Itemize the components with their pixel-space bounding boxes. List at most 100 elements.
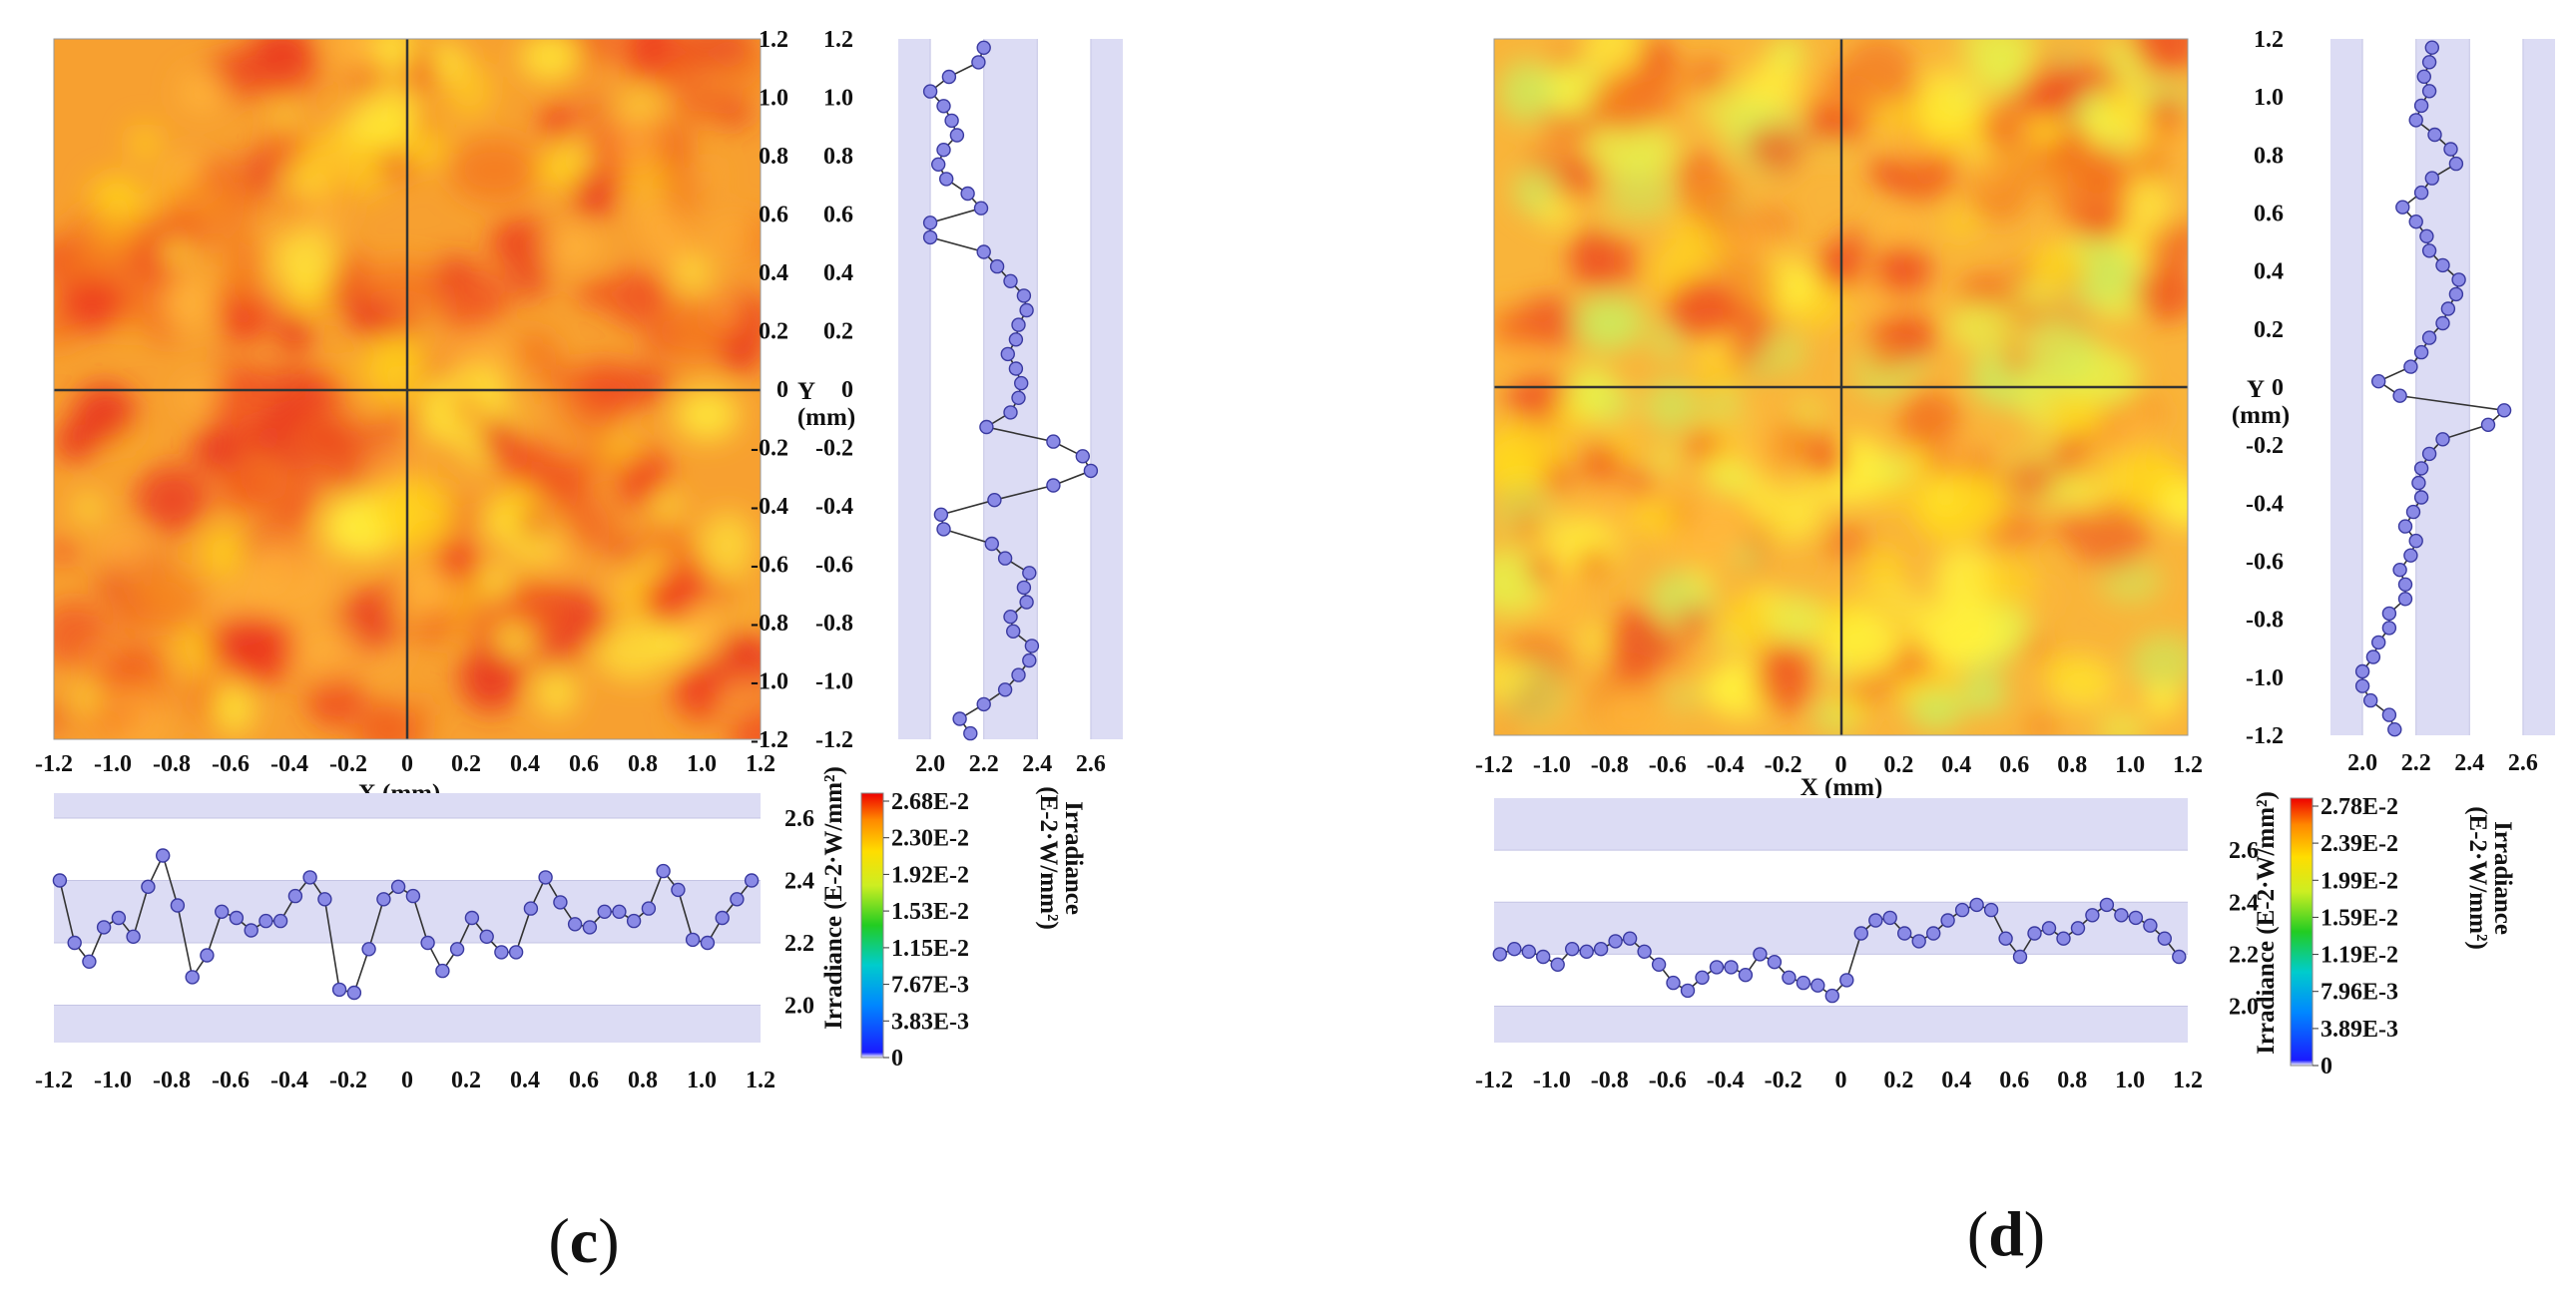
heat-blob bbox=[1621, 125, 1683, 180]
hprofile-point bbox=[155, 848, 171, 863]
vprofile-point bbox=[2480, 417, 2496, 432]
heat-blob bbox=[327, 286, 364, 318]
colorbar-c bbox=[860, 792, 884, 1059]
hprofile-point bbox=[1622, 931, 1638, 946]
y-tick-label-outer: -1.2 bbox=[2246, 723, 2284, 749]
heat-blob bbox=[1595, 688, 1667, 735]
hprofile-point bbox=[96, 920, 112, 935]
y-tick-label-inner: 0.4 bbox=[759, 260, 788, 286]
heat-blob bbox=[267, 121, 298, 154]
heat-blob bbox=[520, 39, 582, 83]
hprofile-x-tick-label: 0.2 bbox=[451, 1068, 481, 1093]
y-tick-label-inner: 1.0 bbox=[759, 86, 788, 112]
hprofile-x-tick-label: 0.4 bbox=[1941, 1068, 1971, 1093]
y-tick-label-outer: 1.2 bbox=[2254, 27, 2284, 53]
y-tick-label-inner: -0.2 bbox=[751, 436, 788, 462]
heat-blob bbox=[660, 167, 704, 211]
profile-band bbox=[2522, 39, 2555, 735]
hprofile-point bbox=[1882, 910, 1897, 926]
heatmap-d-blobs bbox=[1494, 39, 2188, 735]
profile-band bbox=[2330, 39, 2363, 735]
vprofile-point bbox=[2403, 548, 2418, 563]
vprofile-point bbox=[2354, 678, 2370, 693]
hprofile-point bbox=[1666, 975, 1681, 991]
vprofile-x-tick-label: 2.0 bbox=[2347, 750, 2377, 776]
vprofile-x-tick-label: 2.4 bbox=[2454, 750, 2484, 776]
heat-blob bbox=[1690, 496, 1752, 556]
vprofile-point bbox=[2411, 475, 2426, 491]
colorbar-tick-label: 1.59E-2 bbox=[2320, 905, 2398, 931]
vprofile-point bbox=[2443, 142, 2458, 157]
y-tick-label-outer: -1.0 bbox=[2246, 665, 2284, 691]
hprofile-point bbox=[1695, 970, 1710, 985]
heat-blob bbox=[1666, 278, 1737, 342]
vprofile-point bbox=[2408, 214, 2423, 229]
y-tick-label-inner: 1.2 bbox=[759, 27, 788, 53]
hprofile-point bbox=[612, 904, 627, 919]
hprofile-y-tick-label: 2.2 bbox=[2229, 942, 2259, 968]
vprofile-point bbox=[2421, 446, 2437, 462]
vertical-profile-c: 2.0 2.2 2.4 2.6 bbox=[898, 39, 1123, 777]
heat-blob bbox=[700, 512, 755, 578]
vprofile-point bbox=[922, 216, 938, 230]
heat-blob bbox=[1528, 554, 1554, 584]
vprofile-point bbox=[2413, 185, 2429, 201]
hprofile-point bbox=[2143, 918, 2158, 933]
y-tick-label-inner: 0 bbox=[776, 377, 788, 403]
x-tick-label: -0.4 bbox=[270, 751, 308, 777]
vprofile-point bbox=[2413, 344, 2429, 360]
y-tick-label-inner: -1.2 bbox=[751, 727, 788, 753]
hprofile-point bbox=[185, 970, 200, 985]
hprofile-x-tick-label: -0.6 bbox=[1649, 1068, 1687, 1093]
profile-band bbox=[2415, 39, 2470, 735]
heat-blob bbox=[1543, 461, 1574, 492]
heat-blob bbox=[1917, 153, 1956, 195]
heat-blob bbox=[377, 150, 416, 179]
vprofile-point bbox=[1008, 361, 1024, 376]
y-tick-label-inner: -1.0 bbox=[751, 669, 788, 695]
vprofile-point bbox=[1011, 667, 1026, 682]
heat-blob bbox=[280, 501, 311, 526]
hprofile-point bbox=[1824, 988, 1840, 1004]
y-tick-label-outer: 0.2 bbox=[2254, 317, 2284, 343]
heat-blob bbox=[544, 104, 576, 141]
heat-blob bbox=[2053, 46, 2076, 72]
horizontal-profile-d-ylabel: Irradiance (E-2·W/mm²) bbox=[2253, 791, 2280, 1055]
vprofile-point bbox=[933, 507, 949, 522]
hprofile-x-tick-label: -0.4 bbox=[1707, 1068, 1745, 1093]
heat-blob bbox=[329, 182, 359, 203]
vprofile-point bbox=[1075, 449, 1091, 464]
heat-blob bbox=[1719, 258, 1782, 314]
y-tick-label-inner: -0.6 bbox=[751, 553, 788, 579]
heat-blob bbox=[544, 362, 571, 390]
heat-blob bbox=[2160, 481, 2188, 529]
heat-blob bbox=[2078, 665, 2105, 692]
heat-blob bbox=[54, 601, 109, 668]
x-tick-label: 1.2 bbox=[2173, 752, 2203, 778]
heatmap-c-ylabel-y: Y bbox=[797, 378, 815, 405]
hprofile-point bbox=[1637, 944, 1652, 959]
hprofile-point bbox=[1680, 983, 1696, 999]
heat-blob bbox=[1978, 110, 2024, 152]
colorbar-tick-label: 0 bbox=[891, 1046, 903, 1072]
hprofile-x-tick-label: 0.8 bbox=[628, 1068, 658, 1093]
heat-blob bbox=[1805, 105, 1859, 150]
heat-blob bbox=[1567, 363, 1617, 420]
y-tick-label-inner: 0.6 bbox=[759, 203, 788, 228]
colorbar-d bbox=[2290, 797, 2314, 1067]
vprofile-point bbox=[976, 244, 991, 259]
heat-blob bbox=[545, 543, 578, 573]
x-tick-label: 0.2 bbox=[451, 751, 481, 777]
hprofile-y-tick-label: 2.4 bbox=[784, 869, 814, 895]
vprofile-point bbox=[2419, 228, 2434, 244]
heat-blob bbox=[238, 152, 279, 201]
vprofile-point bbox=[2397, 577, 2413, 592]
heat-blob bbox=[673, 666, 722, 725]
heat-blob bbox=[676, 82, 728, 123]
heat-blob bbox=[459, 642, 522, 712]
vprofile-point bbox=[1016, 580, 1032, 596]
heat-blob bbox=[1498, 60, 1556, 123]
heat-blob bbox=[2009, 456, 2056, 502]
heat-blob bbox=[250, 547, 338, 618]
heat-blob bbox=[2031, 117, 2067, 145]
